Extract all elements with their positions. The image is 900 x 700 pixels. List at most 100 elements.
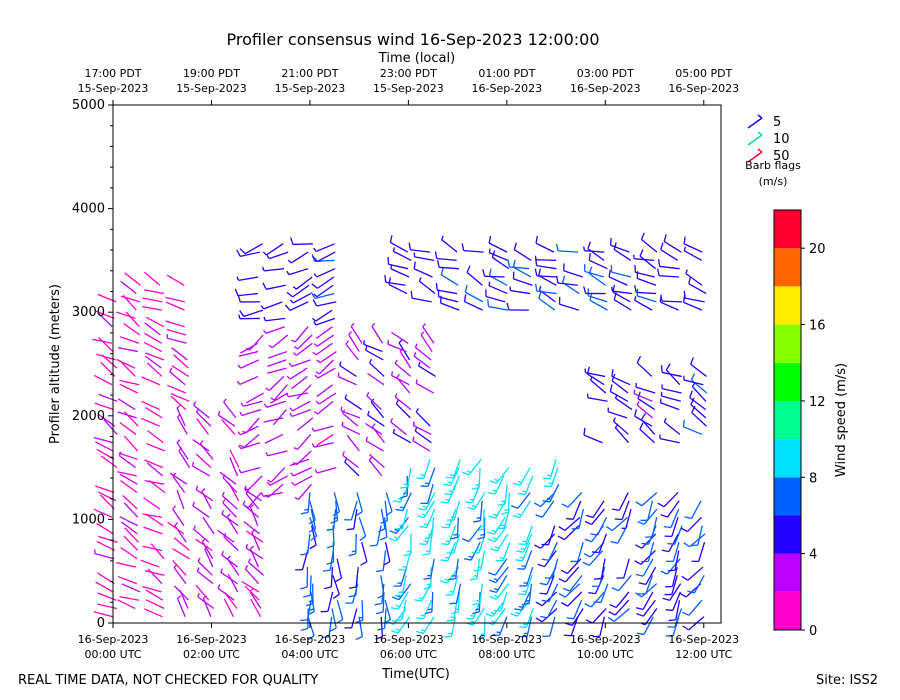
barb-shaft [307,492,311,513]
wind-barb [119,516,138,527]
wind-barb [360,542,368,566]
barb-feather [513,482,521,486]
barb-feather [667,626,675,628]
barb-feather [472,611,480,615]
wind-barb [582,550,604,566]
wind-barb [506,302,529,311]
wind-barb [326,508,337,531]
barb-shaft [590,379,607,394]
barb-feather [636,612,644,617]
wind-barb [608,269,628,286]
wind-barb [241,581,260,593]
wind-barb [541,541,558,561]
wind-barb [488,500,507,519]
barb-half-feather [217,410,221,416]
barb-shaft [431,591,434,612]
barb-shaft [661,395,682,402]
barb-half-feather [371,423,376,428]
barb-half-feather [226,513,231,518]
wind-barb [307,616,315,641]
barb-shaft [697,525,703,546]
barb-shaft [117,575,138,585]
wind-barb [117,575,138,585]
wind-barb [332,575,340,599]
barb-shaft [173,354,189,369]
barb-shaft [144,289,165,295]
wind-barb [118,452,138,460]
wind-barb [510,599,530,617]
wind-barb [291,375,308,390]
wind-barb [140,559,160,568]
wind-barb [390,418,407,435]
barb-feather [689,390,693,398]
wind-barb [93,374,113,386]
barb-shaft [382,550,387,571]
wind-barb [517,550,533,570]
barb-feather [300,511,309,515]
wind-barb [633,389,653,402]
barb-shaft [146,442,166,452]
legend-entry: 10 [747,131,790,147]
barb-feather [369,544,378,547]
legend-barb-feather [757,131,763,136]
barb-shaft [172,548,191,560]
barb-shaft [451,475,460,495]
wind-barb [492,616,508,637]
wind-barb [166,334,187,344]
barb-half-feather [220,568,223,573]
wind-barb [539,599,558,619]
barb-half-feather [520,548,525,551]
bottom-tick-time: 00:00 UTC [84,648,141,661]
wind-barb [92,338,113,344]
wind-barb [243,521,261,535]
wind-barb [123,322,141,336]
barb-shaft [671,566,678,587]
barb-half-feather [392,247,396,252]
barb-shaft [116,562,136,568]
barb-shaft [120,295,141,303]
wind-barb [140,417,160,427]
barb-feather [640,232,645,240]
barb-shaft [147,430,164,444]
barb-feather [423,586,432,590]
wind-barb [244,475,263,491]
wind-barb [636,599,656,617]
barb-shaft [567,558,582,574]
barb-feather [424,611,433,615]
wind-barb [390,591,409,610]
barb-shaft [316,334,335,347]
barb-shaft [507,492,511,513]
barb-half-feather [266,481,271,486]
barb-shaft [401,600,407,620]
barb-feather [518,543,526,546]
barb-shaft [380,575,385,596]
barb-shaft [464,300,483,311]
top-tick-date: 15-Sep-2023 [275,82,346,95]
barb-shaft [267,483,284,498]
barb-feather [535,617,543,623]
barb-shaft [524,475,534,495]
barb-shaft [500,591,508,612]
barb-shaft [341,425,361,436]
barb-shaft [123,502,139,518]
barb-half-feather [444,556,450,559]
barb-shaft [293,467,312,477]
barb-feather [533,502,541,508]
barb-shaft [689,397,707,411]
wind-barb [609,591,630,609]
barb-half-feather [308,600,314,603]
barb-half-feather [197,557,201,562]
barb-feather [236,249,241,257]
wind-barb [120,361,136,377]
barb-feather [663,525,672,529]
wind-barb [239,309,263,318]
wind-barb [611,574,632,592]
wind-barb [583,541,605,558]
barb-half-feather [268,344,273,349]
wind-barb [563,263,583,278]
barb-shaft [540,533,556,549]
barb-shaft [383,608,387,629]
barb-feather [636,632,645,636]
barb-half-feather [344,458,348,463]
barb-shaft [353,508,358,529]
